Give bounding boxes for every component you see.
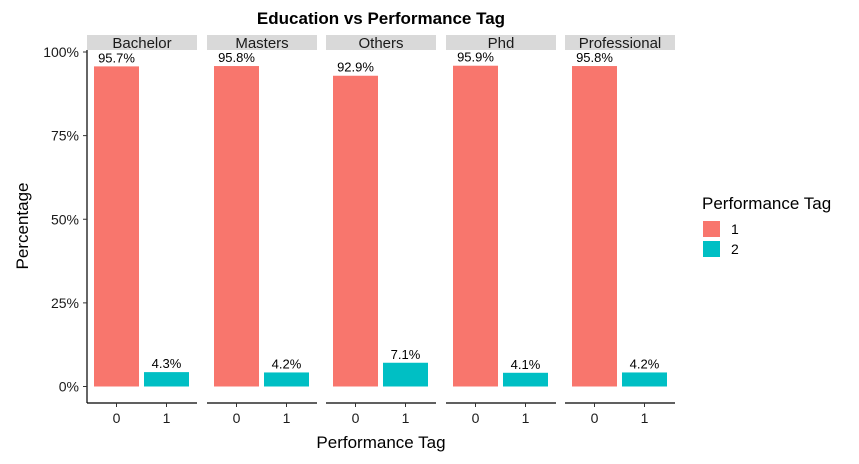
bar	[383, 362, 428, 387]
facet-strip-label: Bachelor	[112, 35, 171, 52]
facet-strip-label: Phd	[488, 35, 515, 52]
x-tick-label: 0	[591, 410, 599, 426]
legend-key	[703, 241, 720, 257]
y-tick-label: 0%	[59, 379, 79, 395]
facet-strip-label: Professional	[579, 35, 662, 52]
x-tick-label: 1	[163, 410, 171, 426]
legend-item-label: 1	[731, 221, 739, 237]
facet-strip	[565, 35, 675, 50]
y-tick-label: 50%	[51, 211, 79, 227]
bar-label: 95.7%	[98, 50, 135, 65]
bar	[214, 66, 259, 387]
y-tick-label: 75%	[51, 128, 79, 144]
facet-panel-others: Others 92.9% 7.1% 0 1	[326, 35, 436, 426]
x-axis-title: Performance Tag	[316, 433, 445, 452]
y-tick-label: 25%	[51, 295, 79, 311]
y-axis: 0% 25% 50% 75% 100%	[43, 44, 88, 403]
bar-label: 7.1%	[391, 347, 421, 362]
legend-key	[703, 221, 720, 237]
bar	[572, 66, 617, 387]
bar-label: 4.2%	[272, 356, 302, 371]
facet-strip-label: Masters	[235, 35, 288, 52]
x-tick-label: 1	[522, 410, 530, 426]
facet-strip	[207, 35, 317, 50]
bar	[622, 372, 667, 387]
facet-strip	[87, 35, 197, 50]
facet-strip	[326, 35, 436, 50]
legend-title: Performance Tag	[702, 194, 831, 213]
x-tick-label: 0	[113, 410, 121, 426]
x-tick-label: 1	[283, 410, 291, 426]
x-tick-label: 1	[641, 410, 649, 426]
bar-label: 4.3%	[152, 356, 182, 371]
bar-label: 92.9%	[337, 60, 374, 75]
x-tick-label: 0	[233, 410, 241, 426]
bar	[94, 66, 139, 387]
facet-strip	[446, 35, 556, 50]
chart-title: Education vs Performance Tag	[257, 9, 505, 28]
x-tick-label: 0	[472, 410, 480, 426]
legend: Performance Tag 1 2	[702, 194, 831, 257]
y-axis-title: Percentage	[13, 183, 32, 270]
bar-label: 95.8%	[576, 50, 613, 65]
bar	[453, 65, 498, 387]
bar	[333, 75, 378, 387]
bar	[503, 372, 548, 387]
legend-item-label: 2	[731, 241, 739, 257]
bar	[144, 372, 189, 387]
facet-strip-label: Others	[358, 35, 403, 52]
y-tick-label: 100%	[43, 44, 79, 60]
bar	[264, 372, 309, 387]
bar-label: 4.1%	[511, 357, 541, 372]
x-tick-label: 1	[402, 410, 410, 426]
x-tick-label: 0	[352, 410, 360, 426]
bar-label: 4.2%	[630, 356, 660, 371]
bar-label: 95.8%	[218, 50, 255, 65]
bar-label: 95.9%	[457, 50, 494, 65]
